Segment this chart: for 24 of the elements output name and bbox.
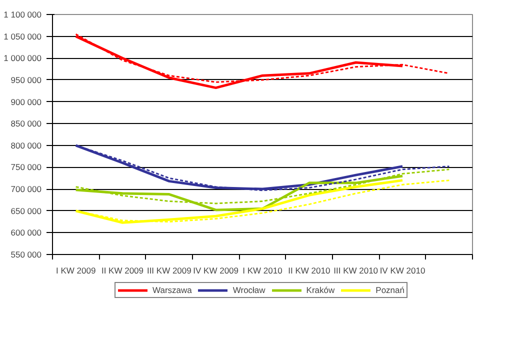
x-tick-label: IV KW 2010 [380, 266, 426, 276]
y-tick-label: 700 000 [10, 184, 42, 194]
x-tick-label: IV KW 2009 [193, 266, 239, 276]
legend-label: Kraków [306, 285, 335, 295]
y-tick-label: 600 000 [10, 228, 42, 238]
y-tick-label: 750 000 [10, 162, 42, 172]
y-tick-label: 1 100 000 [4, 10, 42, 20]
y-tick-label: 850 000 [10, 118, 42, 129]
x-tick-label: II KW 2010 [288, 266, 330, 276]
x-tick-label: III KW 2009 [146, 266, 192, 276]
y-tick-label: 650 000 [10, 206, 42, 216]
y-tick-label: 1 050 000 [4, 31, 42, 42]
y-tick-label: 800 000 [10, 140, 42, 150]
legend-label: Wrocław [232, 285, 266, 295]
legend-label: Poznań [376, 285, 404, 295]
x-tick-label: I KW 2010 [242, 266, 283, 276]
y-tick-label: 1 000 000 [4, 53, 42, 64]
y-tick-label: 550 000 [10, 250, 42, 260]
y-tick-label: 900 000 [10, 96, 42, 107]
x-tick-label: I KW 2009 [56, 266, 96, 276]
x-tick-label: III KW 2010 [334, 266, 378, 276]
x-tick-label: II KW 2009 [101, 266, 144, 276]
y-tick-label: 950 000 [10, 74, 42, 85]
legend-label: Warszawa [152, 285, 192, 295]
